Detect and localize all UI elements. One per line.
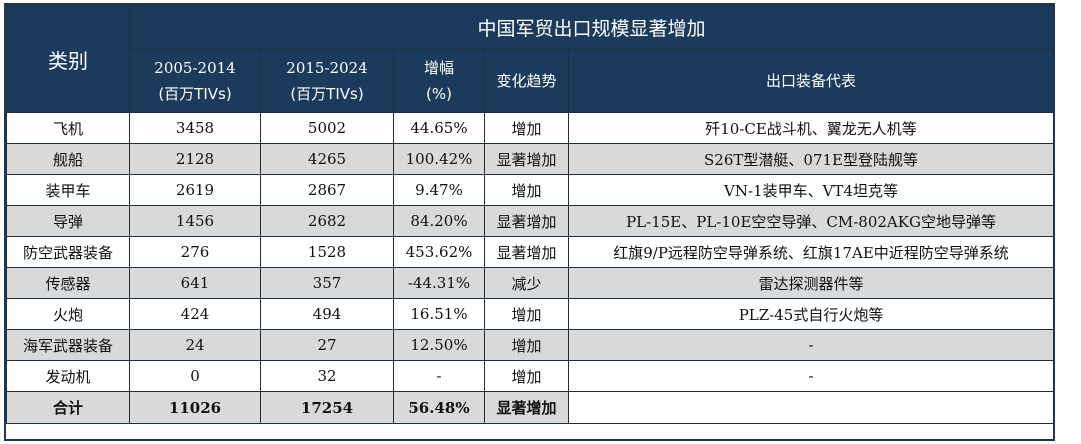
export-table: 类别 中国军贸出口规模显著增加 2005-2014 (百万TIVs) 2015-… — [6, 5, 1055, 424]
total-row: 合计 11026 17254 56.48% 显著增加 — [6, 391, 1055, 424]
category-cell: 海军武器装备 — [6, 329, 130, 361]
period1-cell: 2128 — [129, 143, 261, 175]
table-row: 舰船 2128 4265 100.42% 显著增加 S26T型潜艇、071E型登… — [6, 143, 1055, 175]
period1-unit: (百万TIVs) — [158, 85, 232, 103]
growth-label: 增幅 — [423, 59, 454, 77]
table-frame: 类别 中国军贸出口规模显著增加 2005-2014 (百万TIVs) 2015-… — [4, 3, 1055, 441]
equipment-cell: S26T型潜艇、071E型登陆舰等 — [567, 143, 1055, 175]
period2-cell: 2867 — [260, 174, 394, 206]
category-cell: 发动机 — [6, 360, 130, 392]
period1-years: 2005-2014 — [154, 59, 236, 77]
period2-header: 2015-2024 (百万TIVs) — [260, 49, 394, 113]
category-header: 类别 — [6, 5, 130, 113]
table-row: 发动机 0 32 - 增加 - — [6, 360, 1055, 392]
trend-cell: 减少 — [484, 267, 569, 299]
total-period2: 17254 — [260, 391, 394, 424]
period2-unit: (百万TIVs) — [290, 85, 364, 103]
table-title: 中国军贸出口规模显著增加 — [128, 5, 1055, 50]
period1-cell: 1456 — [129, 205, 261, 237]
equipment-cell: VN-1装甲车、VT4坦克等 — [567, 174, 1055, 206]
period2-cell: 5002 — [260, 112, 394, 144]
equipment-cell: 歼10-CE战斗机、翼龙无人机等 — [567, 112, 1055, 144]
growth-header: 增幅 (%) — [393, 49, 485, 113]
growth-cell: -44.31% — [393, 267, 485, 299]
growth-cell: - — [393, 360, 485, 392]
period1-cell: 3458 — [129, 112, 261, 144]
table-row: 飞机 3458 5002 44.65% 增加 歼10-CE战斗机、翼龙无人机等 — [6, 112, 1055, 144]
category-cell: 防空武器装备 — [6, 236, 130, 268]
total-period1: 11026 — [129, 391, 261, 424]
category-cell: 装甲车 — [6, 174, 130, 206]
period1-cell: 2619 — [129, 174, 261, 206]
growth-cell: 12.50% — [393, 329, 485, 361]
total-trend: 显著增加 — [484, 391, 569, 424]
table-row: 防空武器装备 276 1528 453.62% 显著增加 红旗9/P远程防空导弹… — [6, 236, 1055, 268]
category-cell: 火炮 — [6, 298, 130, 330]
table-row: 装甲车 2619 2867 9.47% 增加 VN-1装甲车、VT4坦克等 — [6, 174, 1055, 206]
table-row: 火炮 424 494 16.51% 增加 PLZ-45式自行火炮等 — [6, 298, 1055, 330]
trend-cell: 增加 — [484, 298, 569, 330]
period2-cell: 494 — [260, 298, 394, 330]
period1-cell: 0 — [129, 360, 261, 392]
equipment-cell: - — [567, 360, 1055, 392]
equipment-header: 出口装备代表 — [567, 49, 1055, 113]
table-row: 导弹 1456 2682 84.20% 显著增加 PL-15E、PL-10E空空… — [6, 205, 1055, 237]
category-cell: 传感器 — [6, 267, 130, 299]
period2-cell: 4265 — [260, 143, 394, 175]
trend-cell: 增加 — [484, 329, 569, 361]
period1-cell: 424 — [129, 298, 261, 330]
period2-cell: 32 — [260, 360, 394, 392]
growth-cell: 44.65% — [393, 112, 485, 144]
trend-cell: 增加 — [484, 174, 569, 206]
period1-cell: 276 — [129, 236, 261, 268]
trend-cell: 显著增加 — [484, 236, 569, 268]
category-cell: 导弹 — [6, 205, 130, 237]
trend-cell: 显著增加 — [484, 143, 569, 175]
period2-years: 2015-2024 — [286, 59, 368, 77]
growth-cell: 9.47% — [393, 174, 485, 206]
trend-header: 变化趋势 — [484, 49, 569, 113]
growth-cell: 453.62% — [393, 236, 485, 268]
trend-cell: 显著增加 — [484, 205, 569, 237]
equipment-cell: 红旗9/P远程防空导弹系统、红旗17AE中近程防空导弹系统 — [567, 236, 1055, 268]
growth-cell: 100.42% — [393, 143, 485, 175]
growth-unit: (%) — [426, 85, 452, 103]
category-cell: 舰船 — [6, 143, 130, 175]
period1-header: 2005-2014 (百万TIVs) — [129, 49, 261, 113]
period1-cell: 641 — [129, 267, 261, 299]
equipment-cell: 雷达探测器件等 — [567, 267, 1055, 299]
total-growth: 56.48% — [393, 391, 485, 424]
growth-cell: 84.20% — [393, 205, 485, 237]
total-label: 合计 — [6, 391, 130, 424]
equipment-cell: PLZ-45式自行火炮等 — [567, 298, 1055, 330]
equipment-cell: PL-15E、PL-10E空空导弹、CM-802AKG空地导弹等 — [567, 205, 1055, 237]
period2-cell: 2682 — [260, 205, 394, 237]
period1-cell: 24 — [129, 329, 261, 361]
period2-cell: 357 — [260, 267, 394, 299]
table-row: 海军武器装备 24 27 12.50% 增加 - — [6, 329, 1055, 361]
total-equipment — [567, 391, 1055, 424]
trend-cell: 增加 — [484, 112, 569, 144]
category-cell: 飞机 — [6, 112, 130, 144]
period2-cell: 27 — [260, 329, 394, 361]
table-row: 传感器 641 357 -44.31% 减少 雷达探测器件等 — [6, 267, 1055, 299]
growth-cell: 16.51% — [393, 298, 485, 330]
period2-cell: 1528 — [260, 236, 394, 268]
trend-cell: 增加 — [484, 360, 569, 392]
equipment-cell: - — [567, 329, 1055, 361]
